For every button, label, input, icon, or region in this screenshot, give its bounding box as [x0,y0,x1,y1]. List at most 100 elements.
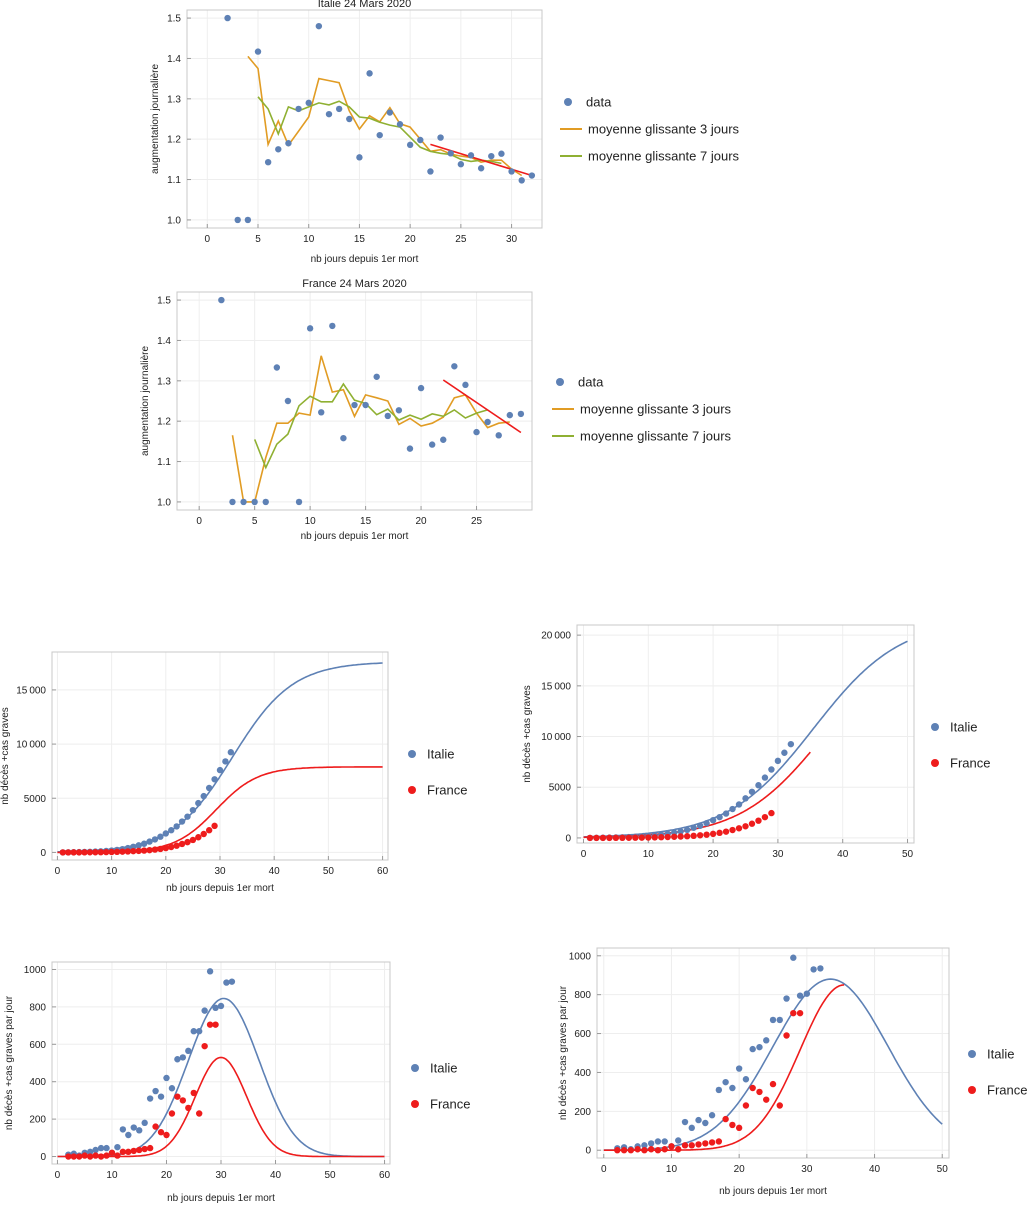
y-tick-label: 5000 [549,783,572,794]
france-point [86,849,94,856]
plot-frame [576,624,915,844]
italie-point [729,1084,736,1092]
data-point [488,152,495,160]
italie-point [756,1043,763,1051]
x-tick-label: 10 [643,849,655,860]
france-point [59,849,67,856]
italie-point [86,1148,94,1156]
france-point [162,844,170,852]
y-tick-label: 400 [574,1068,591,1079]
italie-point [178,818,186,825]
italie-point [776,1016,783,1024]
data-point [362,401,369,409]
france-point [625,834,633,841]
italie-point [735,1065,743,1072]
france-point [708,1139,716,1146]
data-point [356,154,363,161]
france-point [157,1129,165,1136]
france-point [65,1153,72,1160]
italie-point [796,992,804,999]
data-point [285,140,292,147]
france-point [716,829,723,837]
x-tick-label: 40 [269,866,281,877]
italie-point [217,1002,225,1010]
france-point [130,1147,137,1155]
x-tick-label: 0 [581,849,587,860]
chart-2: 0 5 10 15 20 25 1.0 1.1 1.2 1.3 1.4 1.5 France 24 Ma… [140,278,732,542]
plot-frame [596,947,950,1159]
data-point [262,498,269,506]
x-tick-label: 50 [902,849,914,860]
france-point [179,1097,187,1104]
france-point [108,1149,116,1156]
france-point [70,849,77,856]
x-tick-label: 10 [305,516,317,527]
y-tick-label: 15 000 [16,685,46,696]
data-point [462,381,469,389]
y-tick-label: 1.5 [167,14,181,25]
france-point [81,849,88,856]
data-point [484,418,491,426]
italie-fit-curve [603,978,943,1151]
moyenne-glissante-3-jours-line [231,355,510,503]
data-point [340,434,347,442]
france-point [796,1009,804,1017]
france-point [178,840,186,848]
france-point [695,1141,702,1148]
france-point [76,1153,83,1160]
x-tick-label: 10 [106,1170,118,1181]
italie-point [790,954,797,961]
chart-1: 0 5 10 15 20 25 30 1.0 1.1 1.2 1.3 1.4 1.5 Italie 24 … [150,0,740,265]
italie-point [675,1137,682,1144]
italie-point [168,827,175,834]
france-point [619,834,626,842]
italie-point [103,1144,110,1152]
data-point [457,161,465,168]
x-tick-label: 20 [161,1170,173,1181]
x-tick-label: 0 [55,866,61,877]
italie-point [677,828,684,835]
france-point [763,1096,770,1103]
plot-area [583,640,908,842]
y-tick-label: 0 [585,1146,591,1157]
france-point [168,1110,176,1117]
y-tick-label: 200 [29,1115,46,1126]
france-point [709,830,717,838]
france-point [729,1121,736,1129]
x-tick-label: 60 [379,1170,391,1181]
france-point [205,827,213,834]
moyenne-glissante-7-jours-line [257,96,502,165]
italie-point [179,1054,187,1061]
legend-marker [408,786,416,794]
data-point [528,172,536,179]
france-point [722,828,730,835]
france-point [146,846,153,854]
france-point [769,1080,777,1088]
italie-point [222,758,229,765]
y-tick-label: 400 [29,1077,46,1088]
plot-area [57,968,385,1160]
data-point [366,70,373,77]
legend-label: Italie [987,1047,1014,1062]
y-axis-label: nb décès +cas graves par jour [558,985,569,1120]
italie-point [715,1086,723,1094]
x-tick-label: 0 [55,1170,61,1181]
italie-point [708,1112,716,1119]
france-point [634,1146,641,1153]
italie-point [168,1085,176,1092]
france-point [790,1009,797,1017]
data-point [517,410,525,418]
y-tick-label: 0 [40,848,46,859]
france-point [108,848,115,856]
data-point [229,498,236,506]
data-point [437,134,444,141]
legend-marker [411,1064,419,1072]
italie-point [647,1140,655,1147]
italie-point [768,766,775,773]
france-point [173,842,180,849]
france-point [599,834,607,842]
y-tick-label: 0 [40,1152,46,1163]
france-fit-curve [603,984,845,1151]
france-point [651,834,658,841]
plot-area [224,14,536,224]
